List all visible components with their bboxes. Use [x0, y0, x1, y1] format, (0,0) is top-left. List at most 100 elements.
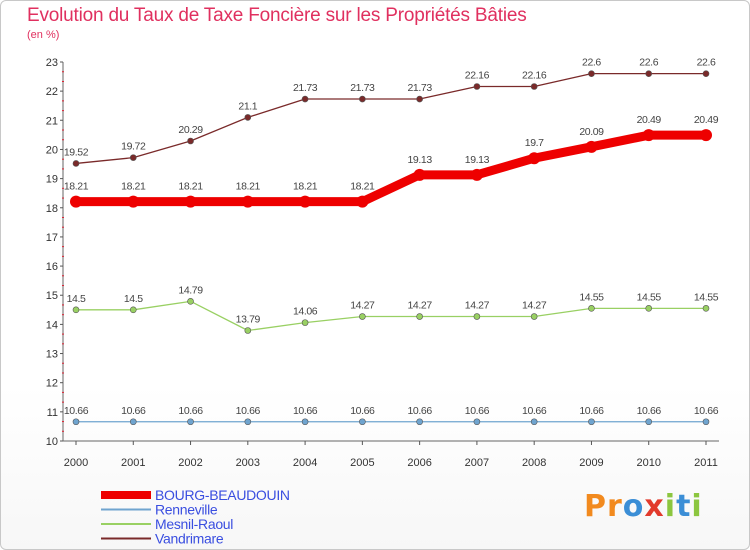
data-point — [244, 327, 252, 334]
data-point — [702, 305, 710, 312]
data-point — [645, 70, 653, 77]
data-label: 21.73 — [293, 82, 318, 94]
data-label: 22.6 — [639, 57, 658, 69]
y-tick-label: 16 — [46, 261, 58, 273]
data-label: 13.79 — [236, 314, 261, 326]
data-point — [187, 418, 194, 426]
data-point — [359, 95, 366, 103]
data-label: 21.1 — [238, 100, 257, 112]
data-point — [241, 195, 254, 208]
data-point — [129, 154, 137, 161]
y-tick-label: 22 — [46, 86, 58, 98]
data-label: 20.49 — [694, 114, 719, 126]
series-line-mesnil-raoul — [75, 300, 707, 332]
data-label: 20.49 — [637, 114, 662, 126]
data-point — [470, 168, 483, 181]
data-label: 21.73 — [407, 82, 432, 94]
x-tick-label: 2002 — [178, 457, 202, 469]
data-point — [530, 83, 538, 90]
data-point — [473, 418, 481, 426]
data-point — [129, 418, 137, 426]
y-tick-label: 19 — [46, 174, 58, 186]
data-point — [301, 418, 309, 426]
data-label: 14.27 — [350, 300, 375, 312]
data-label: 14.5 — [67, 293, 86, 305]
data-point — [72, 418, 80, 426]
data-label: 21.73 — [350, 82, 375, 94]
data-point — [244, 114, 252, 121]
data-label: 14.27 — [407, 300, 432, 312]
data-point — [72, 306, 80, 314]
data-label: 19.72 — [121, 141, 146, 153]
data-label: 10.66 — [694, 405, 719, 417]
chart-title: Evolution du Taux de Taxe Foncière sur l… — [27, 5, 527, 26]
data-point — [645, 418, 653, 426]
data-label: 22.6 — [582, 57, 601, 69]
data-point — [359, 418, 366, 426]
data-point — [473, 83, 481, 90]
chart-subtitle: (en %) — [27, 29, 60, 41]
legend-label: Renneville — [155, 502, 218, 518]
data-point — [645, 305, 653, 312]
y-tick-label: 14 — [46, 319, 58, 331]
data-label: 19.13 — [465, 154, 490, 166]
data-label: 22.6 — [697, 57, 716, 69]
x-tick-label: 2010 — [636, 457, 660, 469]
x-tick-label: 2009 — [579, 457, 603, 469]
data-label: 19.52 — [64, 146, 89, 158]
y-tick-label: 20 — [46, 144, 58, 156]
data-label: 18.21 — [178, 181, 203, 193]
data-label: 14.27 — [522, 300, 547, 312]
data-point — [702, 418, 710, 426]
logo-letter: P — [584, 489, 607, 524]
data-point — [416, 95, 423, 103]
data-point — [588, 305, 595, 312]
data-point — [416, 418, 423, 426]
data-point — [187, 298, 194, 305]
x-tick-label: 2007 — [465, 457, 489, 469]
data-label: 20.09 — [579, 126, 604, 138]
data-point — [588, 418, 595, 426]
data-point — [129, 306, 137, 314]
data-label: 10.66 — [236, 405, 261, 417]
y-tick-label: 11 — [47, 407, 58, 419]
y-tick-label: 15 — [46, 290, 58, 302]
logo-letter: i — [664, 489, 677, 524]
logo-letter: x — [644, 489, 665, 524]
data-point — [184, 195, 197, 208]
y-tick-label: 17 — [46, 232, 58, 244]
data-point — [588, 70, 595, 77]
data-label: 18.21 — [64, 181, 89, 193]
y-tick-label: 23 — [46, 57, 58, 69]
x-tick-label: 2006 — [407, 457, 431, 469]
data-label: 18.21 — [236, 181, 261, 193]
series-line-vandrimare — [75, 73, 707, 165]
data-label: 14.27 — [465, 300, 490, 312]
y-tick-label: 21 — [46, 115, 58, 127]
data-label: 19.13 — [407, 154, 432, 166]
data-label: 19.7 — [525, 137, 544, 149]
x-tick-label: 2005 — [350, 457, 374, 469]
x-tick-label: 2004 — [293, 457, 317, 469]
data-point — [356, 195, 369, 208]
logo-letter: o — [622, 489, 645, 524]
data-label: 18.21 — [121, 181, 146, 193]
data-point — [72, 160, 80, 167]
x-tick-label: 2001 — [121, 457, 145, 469]
data-point — [528, 152, 541, 165]
legend-label: Mesnil-Raoul — [155, 516, 233, 532]
x-tick-label: 2008 — [522, 457, 546, 469]
data-point — [530, 418, 538, 426]
data-label: 22.16 — [465, 69, 490, 81]
data-point — [359, 313, 366, 320]
logo-letter: r — [607, 489, 623, 524]
proxiti-logo: Proxiti — [584, 489, 703, 524]
data-label: 14.55 — [637, 291, 662, 303]
data-point — [299, 195, 312, 208]
legend-label: BOURG-BEAUDOUIN — [155, 487, 290, 503]
data-label: 14.79 — [178, 284, 203, 296]
data-point — [301, 319, 309, 326]
y-tick-label: 12 — [46, 378, 58, 390]
